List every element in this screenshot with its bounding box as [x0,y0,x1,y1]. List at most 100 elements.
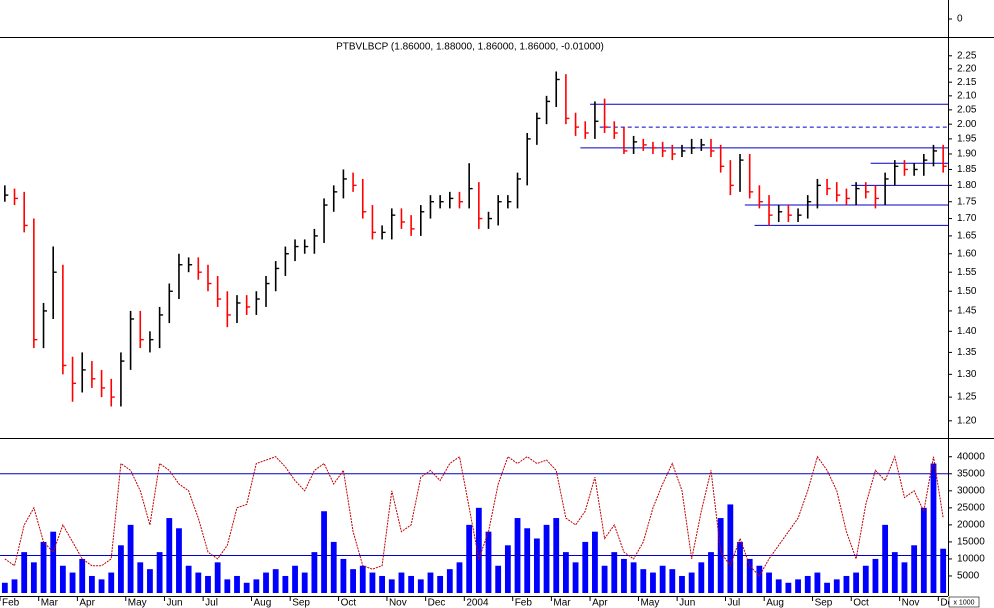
volume-bar [224,579,231,593]
volume-bar [824,582,830,593]
volume-bar [379,575,386,593]
volume-bar [785,582,792,593]
volume-bar [737,541,743,593]
x-tick-label: Apr [592,598,608,608]
volume-bar [427,572,434,593]
volume-bar [582,541,589,593]
volume-bar [843,575,850,593]
y-tick-label: 1.85 [957,164,977,175]
y-tick-label: 1.80 [957,180,977,191]
x-tick-label: Oct [853,598,869,608]
unit-box [948,596,980,608]
volume-bar [727,504,734,593]
volume-bar [417,579,424,593]
volume-bar [572,562,579,593]
volume-bar [862,565,869,593]
y-tick-label: 1.35 [957,347,977,358]
volume-bar [118,545,124,593]
y-tick-label: 1.95 [957,134,977,145]
y-tick-label: 30000 [957,485,985,496]
x-tick-label: Jul [728,598,741,608]
volume-bar [195,572,202,593]
volume-bar [340,558,347,593]
y-tick-label: 1.25 [957,392,977,403]
volume-bar [359,565,366,593]
y-tick-label: 1.40 [957,326,977,337]
volume-bar [263,572,269,593]
volume-bar [543,524,550,593]
x-tick-label: Jun [166,598,182,608]
volume-bar [214,562,221,593]
y-tick-label: 2.00 [957,119,977,130]
x-tick-label: Dec [428,598,446,608]
volume-bar [911,545,918,593]
volume-bar [282,575,289,593]
volume-bar [205,575,211,593]
volume-bar [833,579,840,593]
volume-bar [253,579,260,593]
y-tick-label: 5000 [957,571,980,582]
volume-bar [504,545,511,593]
volume-bar [804,575,811,593]
y-tick-label: 25000 [957,502,985,513]
volume-bar [920,507,927,593]
volume-bar [98,579,105,593]
volume-bar [59,565,66,593]
volume-bar [185,565,192,593]
x-tick-label: May [640,598,659,608]
y-tick-label: 1.30 [957,369,977,380]
y-tick-label: 2.05 [957,104,977,115]
volume-bar [321,511,327,593]
volume-bar [621,558,627,593]
volume-bar [891,552,898,593]
x-tick-label: Nov [902,598,920,608]
volume-bar [495,565,502,593]
volume-bar [814,572,821,593]
volume-bar [659,565,666,593]
y-tick-label: 35000 [957,468,985,479]
volume-bar [679,575,685,593]
volume-bar [466,524,473,593]
volume-bar [398,572,405,593]
y-tick-label: 2.15 [957,77,977,88]
x-tick-label: Jun [679,598,695,608]
x-tick-label: Apr [79,598,95,608]
x-tick-label: May [128,598,147,608]
volume-bar [108,572,115,593]
volume-bar [475,507,482,593]
chart-title: PTBVLBCP (1.86000, 1.88000, 1.86000, 1.8… [336,42,604,53]
volume-bar [301,572,308,593]
volume-bar [630,562,637,593]
y-tick-label: 1.20 [957,415,977,426]
y-tick-label: 1.55 [957,267,977,278]
y-tick-label: 15000 [957,537,985,548]
x-tick-label: Feb [515,598,533,608]
y-tick-label: 1.65 [957,231,977,242]
y-tick-label: 1.60 [957,248,977,259]
volume-bar [562,552,569,593]
volume-bar [408,575,415,593]
volume-bar [756,565,763,593]
x-tick-label: Sep [815,598,833,608]
volume-bar [882,524,889,593]
volume-bar [611,552,618,593]
volume-bar [698,562,705,593]
volume-bar [40,541,47,593]
volume-bar [88,575,95,593]
oscillator-line [4,455,944,577]
y-tick-label: 1.90 [957,149,977,160]
volume-bar [708,552,714,593]
y-tick-label: 1.45 [957,306,977,317]
y-tick-label: 2.10 [957,90,977,101]
volume-bar [746,558,753,593]
volume-bar [872,558,879,593]
x-tick-label: Sep [292,598,310,608]
volume-bar [1,582,8,593]
volume-bar [775,579,782,593]
volume-bar [311,552,318,593]
volume-bar [533,538,540,593]
y-tick-label: 1.50 [957,286,977,297]
y-tick-label: 2.20 [957,63,977,74]
y-tick-label: 1.75 [957,196,977,207]
